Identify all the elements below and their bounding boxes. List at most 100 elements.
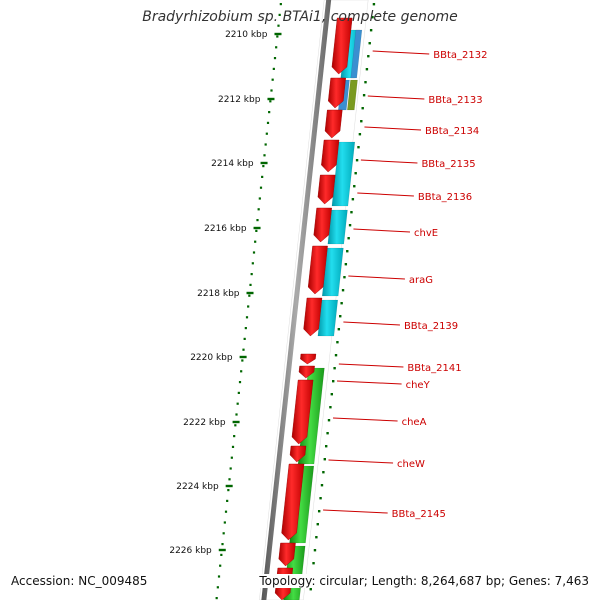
gene-label-leader <box>364 126 422 131</box>
gene-label: cheW <box>397 459 425 470</box>
ruler-dot <box>273 57 277 60</box>
ruler-dot <box>344 263 348 266</box>
ruler-dot <box>228 478 231 481</box>
gene-arrow <box>300 353 317 365</box>
ruler-dot <box>313 549 317 552</box>
ruler-dot <box>341 289 345 292</box>
gene-arrow <box>317 174 336 205</box>
ruler-dot <box>220 553 223 556</box>
ruler-tick <box>239 355 247 359</box>
ruler-dot <box>279 3 282 6</box>
ruler-dot <box>265 132 268 135</box>
ruler-dot <box>234 424 237 427</box>
gene-arrow <box>331 17 353 75</box>
gene-label-leader <box>328 459 394 464</box>
ruler-dot <box>224 510 228 513</box>
ruler-dot <box>358 133 362 136</box>
ruler-dot <box>269 100 272 103</box>
gene-label: BBta_2135 <box>421 159 475 170</box>
gene-arrow <box>291 379 314 445</box>
gene-arrow <box>289 445 307 463</box>
gene-label-leader <box>338 363 404 368</box>
gene-label: BBta_2145 <box>392 509 446 520</box>
ruler-dot <box>221 543 224 546</box>
ruler-dot <box>237 391 240 394</box>
ruler-dot <box>354 172 357 175</box>
ruler-dot <box>322 471 325 474</box>
ruler-dot <box>276 35 279 38</box>
ruler-tick-label: 2222 kbp <box>183 418 226 428</box>
ruler-dot <box>256 219 259 222</box>
gene-label: BBta_2139 <box>404 321 458 332</box>
ruler-dot <box>243 337 246 340</box>
gene-label: BBta_2132 <box>433 50 487 61</box>
ruler-dot <box>227 489 230 492</box>
ruler-tick <box>232 420 240 424</box>
gene-arrow <box>307 245 328 295</box>
ruler-dot <box>340 302 343 305</box>
gene-arrow <box>328 77 346 109</box>
ruler-dot <box>271 78 274 81</box>
ruler-dot <box>216 586 219 589</box>
ruler-dot <box>238 381 242 384</box>
gene-label: chvE <box>414 228 438 239</box>
ruler-dot <box>371 16 374 19</box>
ruler-dot <box>254 240 257 243</box>
ruler-tick <box>218 548 226 552</box>
ruler-dot <box>263 154 266 157</box>
ruler-dot <box>334 354 338 357</box>
ruler-dot <box>226 499 229 502</box>
gene-label-leader <box>353 228 411 233</box>
ruler-dot <box>309 588 312 591</box>
ruler-tick <box>274 32 282 36</box>
ruler-dot <box>241 359 244 362</box>
ruler-dot <box>233 435 236 438</box>
ruler-dot <box>326 432 329 435</box>
ruler-dot <box>323 458 326 461</box>
ruler-dot <box>361 107 364 110</box>
ruler-dot <box>222 532 225 535</box>
ruler-dot <box>367 55 370 58</box>
ruler-dot <box>365 68 369 71</box>
ruler-tick-label: 2216 kbp <box>204 224 247 234</box>
ruler-dot <box>343 276 346 279</box>
ruler-dot <box>368 42 371 45</box>
gene-label: BBta_2136 <box>418 192 472 203</box>
ruler-dot <box>229 467 232 470</box>
ruler-dot <box>315 536 318 539</box>
ruler-dot <box>249 283 252 286</box>
ruler-dot <box>262 165 265 168</box>
ruler-dot <box>275 46 278 49</box>
ruler-dot <box>353 185 356 188</box>
ruler-tick-label: 2212 kbp <box>218 95 261 105</box>
gene-arrow <box>324 109 343 139</box>
ruler-dot <box>251 262 254 265</box>
ruler-dot <box>357 146 360 149</box>
ruler-tick <box>260 161 268 165</box>
ruler-dot <box>348 224 352 227</box>
gene-label-leader <box>348 275 405 280</box>
ruler-dot <box>257 208 260 211</box>
ruler-dot <box>247 305 250 308</box>
gene-label: cheY <box>406 380 431 391</box>
gene-label-leader <box>372 50 430 55</box>
ruler-dot <box>360 120 363 123</box>
ruler-dot <box>372 3 376 6</box>
ruler-dot <box>347 237 350 240</box>
ruler-dot <box>350 211 353 214</box>
ruler-dot <box>219 564 222 567</box>
ruler-dot <box>268 111 271 114</box>
ruler-tick-label: 2214 kbp <box>211 159 254 169</box>
ruler-dot <box>330 393 334 396</box>
ruler-dot <box>258 197 261 200</box>
cds-tracks <box>283 29 363 601</box>
gene-label-leader <box>336 380 402 385</box>
ruler-dot <box>336 341 339 344</box>
gene-label: BBta_2141 <box>407 363 461 374</box>
cds-olive-segment <box>347 79 358 111</box>
ruler-dot <box>270 89 273 92</box>
gene-features <box>274 17 353 601</box>
ruler-dot <box>252 251 256 254</box>
gene-label-leader <box>323 509 388 514</box>
